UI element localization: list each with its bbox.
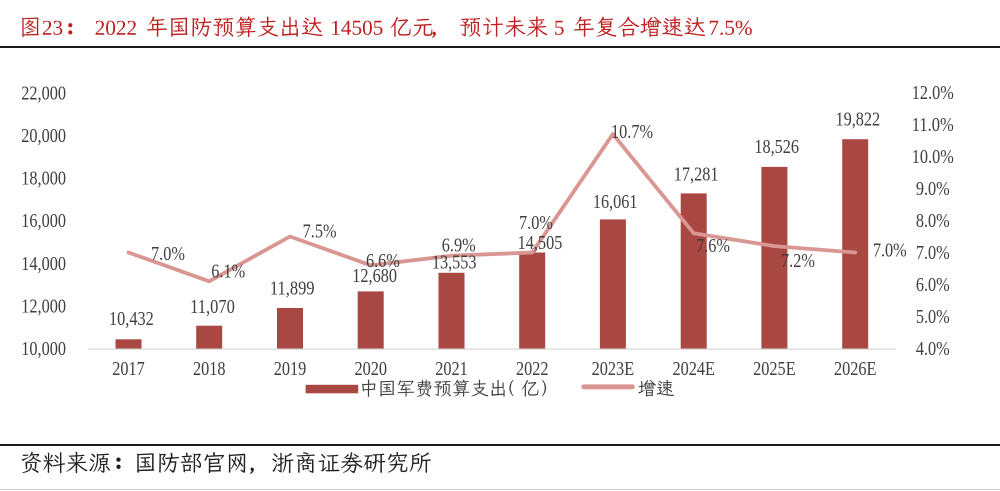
svg-text:2023E: 2023E xyxy=(592,359,635,380)
svg-text:10,000: 10,000 xyxy=(21,339,66,360)
svg-text:2019: 2019 xyxy=(274,359,307,380)
svg-text:2024E: 2024E xyxy=(672,359,715,380)
svg-text:16,000: 16,000 xyxy=(21,211,66,232)
svg-text:7.0%: 7.0% xyxy=(519,213,553,234)
svg-text:14,505: 14,505 xyxy=(518,233,563,254)
svg-text:19,822: 19,822 xyxy=(835,109,880,130)
svg-text:11,899: 11,899 xyxy=(270,279,315,300)
svg-text:6.6%: 6.6% xyxy=(366,251,400,272)
svg-text:6.0%: 6.0% xyxy=(916,275,950,296)
svg-text:2022: 2022 xyxy=(516,359,549,380)
svg-text:7.0%: 7.0% xyxy=(916,243,950,264)
svg-text:7.6%: 7.6% xyxy=(696,236,730,257)
svg-text:18,526: 18,526 xyxy=(754,137,799,158)
svg-text:2021: 2021 xyxy=(435,359,468,380)
svg-text:7.5%: 7.5% xyxy=(303,222,337,243)
svg-text:12,680: 12,680 xyxy=(352,266,397,287)
svg-text:10.7%: 10.7% xyxy=(611,122,653,143)
svg-text:13,553: 13,553 xyxy=(432,252,477,273)
svg-text:6.9%: 6.9% xyxy=(442,236,476,257)
svg-text:10.0%: 10.0% xyxy=(912,147,954,168)
svg-text:22,000: 22,000 xyxy=(21,83,66,104)
svg-text:2017: 2017 xyxy=(112,359,145,380)
svg-text:8.0%: 8.0% xyxy=(916,211,950,232)
svg-text:2020: 2020 xyxy=(354,359,387,380)
svg-text:2018: 2018 xyxy=(193,359,226,380)
svg-text:7.0%: 7.0% xyxy=(151,244,185,265)
svg-text:12,000: 12,000 xyxy=(21,296,66,317)
svg-text:16,061: 16,061 xyxy=(593,192,638,213)
svg-text:18,000: 18,000 xyxy=(21,169,66,190)
svg-text:20,000: 20,000 xyxy=(21,126,66,147)
svg-text:2026E: 2026E xyxy=(834,359,877,380)
svg-text:6.1%: 6.1% xyxy=(211,261,245,282)
svg-text:2025E: 2025E xyxy=(753,359,796,380)
svg-text:5.0%: 5.0% xyxy=(916,307,950,328)
svg-text:7.0%: 7.0% xyxy=(873,241,907,262)
svg-text:4.0%: 4.0% xyxy=(916,339,950,360)
svg-text:11,070: 11,070 xyxy=(190,297,235,318)
svg-text:7.2%: 7.2% xyxy=(781,251,815,272)
svg-text:17,281: 17,281 xyxy=(674,164,719,185)
svg-text:11.0%: 11.0% xyxy=(912,115,954,136)
svg-text:14,000: 14,000 xyxy=(21,254,66,275)
svg-text:10,432: 10,432 xyxy=(109,309,154,330)
svg-text:12.0%: 12.0% xyxy=(912,83,954,104)
svg-text:9.0%: 9.0% xyxy=(916,179,950,200)
